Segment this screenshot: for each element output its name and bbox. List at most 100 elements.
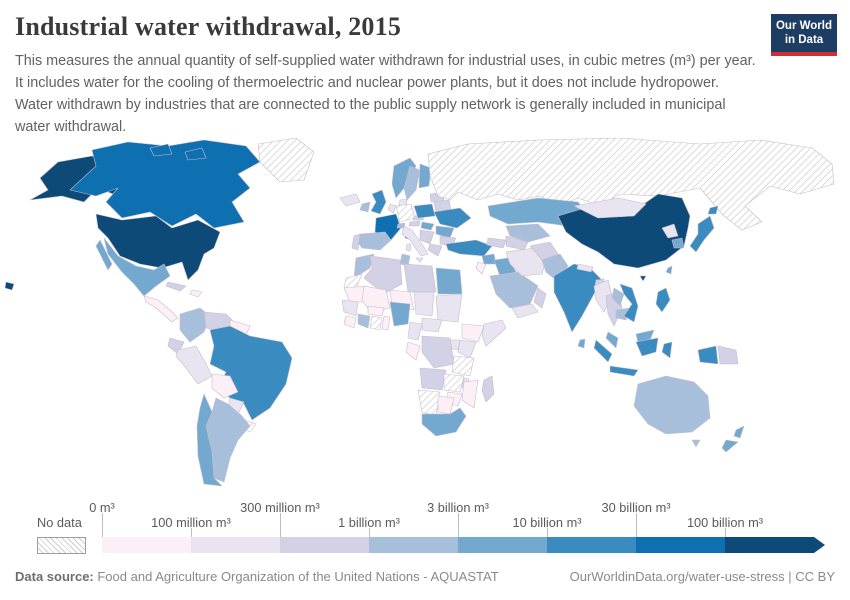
country-balkans[interactable] [419, 229, 435, 245]
country-ireland[interactable] [359, 201, 371, 213]
country-mexico-baja[interactable] [95, 239, 113, 271]
country-russia[interactable] [427, 138, 835, 231]
country-yemen[interactable] [511, 303, 539, 319]
country-united-kingdom[interactable] [370, 189, 387, 215]
country-iceland[interactable] [339, 193, 361, 207]
country-mongolia[interactable] [573, 197, 647, 219]
country-italy-sicily[interactable] [415, 257, 424, 263]
country-chad[interactable] [413, 291, 435, 317]
country-benelux[interactable] [387, 203, 397, 214]
country-oman[interactable] [533, 287, 547, 309]
country-greenland[interactable] [257, 138, 315, 183]
country-syria[interactable] [481, 253, 497, 265]
country-vietnam[interactable] [619, 283, 639, 323]
country-canada-arctic-2[interactable] [184, 147, 207, 161]
legend-bin-6[interactable] [636, 537, 725, 553]
country-south-korea[interactable] [671, 237, 685, 249]
legend-bin-2[interactable] [280, 537, 369, 553]
country-nigeria[interactable] [389, 301, 411, 327]
legend-bin-0[interactable] [102, 537, 191, 553]
country-taiwan[interactable] [665, 265, 673, 275]
country-turkmenistan[interactable] [505, 235, 529, 251]
country-burkina-faso[interactable] [367, 305, 385, 317]
country-cuba[interactable] [165, 281, 187, 292]
country-austria[interactable] [408, 220, 421, 227]
country-new-zealand-south[interactable] [721, 439, 739, 453]
country-hungary[interactable] [420, 221, 435, 231]
country-mexico[interactable] [103, 237, 171, 297]
country-morocco[interactable] [353, 253, 375, 279]
country-india[interactable] [553, 263, 603, 333]
country-ivory-coast[interactable] [357, 313, 371, 329]
country-afghanistan[interactable] [529, 241, 559, 261]
legend-bin-1[interactable] [191, 537, 280, 553]
country-sri-lanka[interactable] [577, 338, 586, 349]
country-japan-hokkaido[interactable] [707, 205, 719, 215]
country-ethiopia[interactable] [461, 323, 485, 343]
country-egypt[interactable] [435, 267, 463, 295]
country-indonesia-java[interactable] [609, 365, 639, 377]
country-sweden[interactable] [403, 165, 421, 201]
country-spain[interactable] [355, 231, 392, 251]
country-uzbekistan[interactable] [505, 223, 551, 243]
country-chile[interactable] [196, 393, 223, 487]
country-papua-new-guinea[interactable] [717, 345, 739, 365]
country-somalia[interactable] [481, 319, 507, 347]
country-togo-benin[interactable] [381, 315, 391, 331]
country-portugal[interactable] [351, 233, 361, 251]
country-canada[interactable] [69, 139, 261, 229]
country-italy[interactable] [401, 225, 429, 257]
country-zambia[interactable] [443, 373, 465, 393]
country-angola[interactable] [419, 367, 447, 391]
country-canada-arctic-1[interactable] [149, 143, 173, 157]
country-dr-congo[interactable] [421, 335, 455, 369]
legend-bin-4[interactable] [458, 537, 547, 553]
country-brazil[interactable] [209, 325, 293, 421]
country-indonesia-sumatra[interactable] [593, 339, 613, 363]
country-hispaniola[interactable] [189, 289, 203, 298]
legend-bin-5[interactable] [547, 537, 636, 553]
country-cameroon[interactable] [407, 321, 423, 341]
owid-license-link[interactable]: OurWorldinData.org/water-use-stress | CC… [569, 569, 835, 584]
country-israel-jordan[interactable] [475, 261, 487, 275]
country-saudi-arabia[interactable] [489, 271, 539, 309]
country-bolivia[interactable] [211, 373, 239, 399]
country-malaysia[interactable] [605, 331, 619, 349]
country-caucasus[interactable] [486, 237, 507, 249]
country-italy-sardinia[interactable] [405, 243, 412, 252]
country-finland[interactable] [418, 163, 432, 189]
country-laos[interactable] [611, 287, 625, 307]
country-mozambique[interactable] [461, 379, 479, 409]
country-namibia[interactable] [417, 389, 441, 417]
country-germany[interactable] [395, 203, 416, 223]
country-western-sahara[interactable] [343, 273, 363, 289]
country-central-african-republic[interactable] [421, 317, 443, 333]
no-data-swatch[interactable] [37, 537, 86, 554]
country-sierra-leone-liberia[interactable] [343, 315, 357, 329]
country-tanzania[interactable] [451, 355, 475, 377]
country-senegal-guinea[interactable] [341, 299, 359, 317]
country-indonesia-papua[interactable] [697, 345, 719, 365]
country-ghana[interactable] [369, 315, 383, 331]
country-romania[interactable] [435, 225, 455, 239]
country-north-korea[interactable] [661, 223, 679, 239]
country-poland[interactable] [413, 203, 436, 219]
country-greece[interactable] [427, 243, 443, 257]
country-colombia[interactable] [179, 307, 211, 343]
country-indonesia-sulawesi[interactable] [661, 341, 673, 359]
country-united-states-hawaii[interactable] [4, 281, 15, 291]
country-south-africa[interactable] [421, 407, 467, 437]
country-indonesia-kalimantan[interactable] [635, 337, 659, 357]
country-peru[interactable] [175, 345, 213, 385]
country-philippines[interactable] [655, 287, 671, 313]
country-madagascar[interactable] [481, 375, 495, 403]
owid-logo[interactable]: Our World in Data [771, 14, 837, 56]
country-botswana[interactable] [437, 395, 455, 415]
country-new-zealand-north[interactable] [733, 425, 745, 439]
country-sudan[interactable] [435, 293, 463, 323]
country-kenya[interactable] [457, 339, 477, 359]
country-australia-tasmania[interactable] [691, 439, 701, 448]
country-gabon-congo[interactable] [405, 341, 421, 361]
country-nepal[interactable] [576, 263, 594, 273]
legend-bin-3[interactable] [369, 537, 458, 553]
